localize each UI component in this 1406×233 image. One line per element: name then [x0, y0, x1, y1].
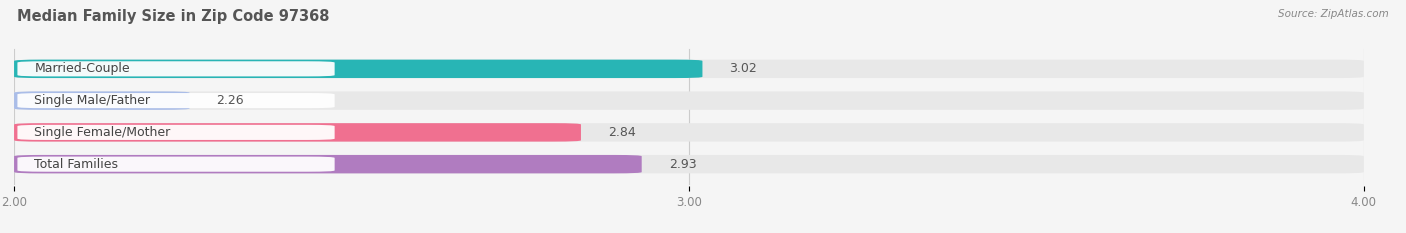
Text: Total Families: Total Families	[34, 158, 118, 171]
FancyBboxPatch shape	[17, 61, 335, 76]
Text: Source: ZipAtlas.com: Source: ZipAtlas.com	[1278, 9, 1389, 19]
Text: 2.93: 2.93	[669, 158, 696, 171]
FancyBboxPatch shape	[17, 93, 335, 108]
FancyBboxPatch shape	[14, 60, 1364, 78]
FancyBboxPatch shape	[14, 155, 641, 173]
FancyBboxPatch shape	[14, 91, 1364, 110]
FancyBboxPatch shape	[17, 125, 335, 140]
FancyBboxPatch shape	[14, 91, 190, 110]
Text: Married-Couple: Married-Couple	[34, 62, 129, 75]
FancyBboxPatch shape	[17, 157, 335, 172]
FancyBboxPatch shape	[14, 60, 703, 78]
FancyBboxPatch shape	[14, 123, 581, 142]
Text: 3.02: 3.02	[730, 62, 758, 75]
Text: Median Family Size in Zip Code 97368: Median Family Size in Zip Code 97368	[17, 9, 329, 24]
Text: 2.26: 2.26	[217, 94, 245, 107]
Text: Single Male/Father: Single Male/Father	[34, 94, 150, 107]
Text: Single Female/Mother: Single Female/Mother	[34, 126, 170, 139]
Text: 2.84: 2.84	[607, 126, 636, 139]
FancyBboxPatch shape	[14, 155, 1364, 173]
FancyBboxPatch shape	[14, 123, 1364, 142]
